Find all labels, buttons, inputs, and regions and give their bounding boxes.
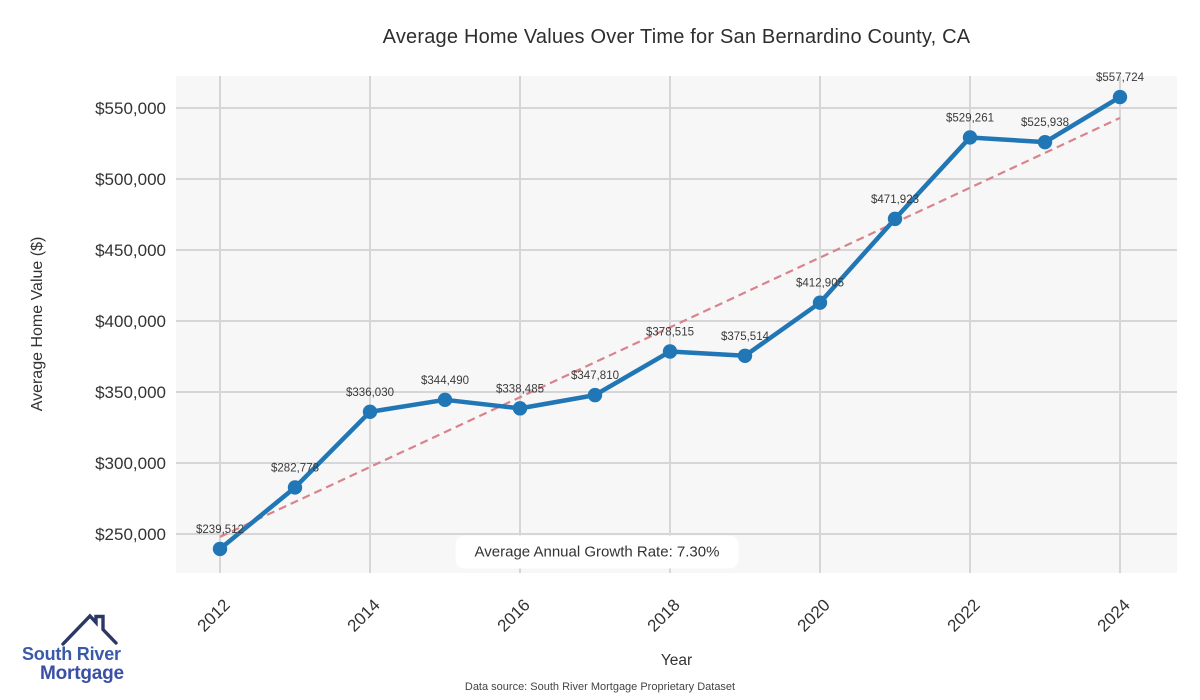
- data-point-marker: [662, 344, 678, 359]
- data-point-label: $239,512: [196, 524, 244, 536]
- data-point-label: $471,923: [871, 194, 919, 206]
- y-tick-label: $250,000: [95, 525, 166, 544]
- trend-line: [219, 116, 1121, 538]
- data-point-label: $525,938: [1021, 117, 1069, 129]
- data-point-label: $529,261: [946, 112, 994, 124]
- data-point-label: $378,515: [646, 327, 694, 339]
- data-point-marker: [212, 541, 228, 557]
- data-point-marker: [962, 130, 978, 145]
- x-tick-label: 2024: [1094, 595, 1134, 635]
- south-river-mortgage-logo: South River Mortgage: [18, 608, 158, 696]
- data-point-label: $344,490: [421, 375, 469, 387]
- y-tick-label: $350,000: [95, 383, 166, 402]
- x-tick-label: 2018: [644, 595, 684, 635]
- data-point-label: $282,778: [271, 462, 319, 474]
- data-point-marker: [737, 348, 753, 363]
- y-tick-label: $500,000: [95, 170, 166, 189]
- x-tick-label: 2012: [194, 595, 234, 635]
- data-point-label: $412,905: [796, 278, 844, 290]
- data-point-label: $338,485: [496, 383, 544, 395]
- chart-title: Average Home Values Over Time for San Be…: [382, 26, 971, 48]
- data-point-marker: [587, 387, 603, 403]
- x-tick-label: 2022: [944, 595, 984, 635]
- data-point-marker: [812, 295, 828, 310]
- growth-rate-annotation: Average Annual Growth Rate: 7.30%: [456, 536, 738, 568]
- logo-text-line2: Mortgage: [40, 663, 124, 684]
- house-roof-icon: [61, 613, 118, 646]
- data-point-marker: [362, 404, 378, 420]
- data-point-marker: [287, 480, 303, 495]
- data-point-label: $347,810: [571, 370, 619, 382]
- x-tick-label: 2016: [494, 595, 534, 635]
- x-tick-label: 2014: [344, 595, 384, 635]
- data-source-caption: Data source: South River Mortgage Propri…: [464, 681, 736, 693]
- x-axis-title: Year: [660, 652, 693, 669]
- logo-text-line1: South River: [22, 644, 121, 664]
- data-point-marker: [1037, 134, 1053, 150]
- y-tick-label: $400,000: [95, 312, 166, 331]
- data-point-marker: [512, 401, 528, 416]
- data-point-marker: [887, 211, 903, 227]
- data-point-label: $557,724: [1096, 72, 1145, 84]
- x-tick-label: 2020: [794, 595, 834, 635]
- y-axis-title: Average Home Value ($): [29, 236, 46, 412]
- y-tick-label: $450,000: [95, 241, 166, 260]
- data-point-marker: [437, 392, 453, 408]
- y-tick-label: $550,000: [95, 99, 166, 118]
- data-point-label: $336,030: [346, 387, 394, 399]
- data-point-label: $375,514: [721, 331, 770, 343]
- data-point-marker: [1112, 89, 1128, 105]
- y-tick-label: $300,000: [95, 454, 166, 473]
- plot-background: [176, 76, 1177, 573]
